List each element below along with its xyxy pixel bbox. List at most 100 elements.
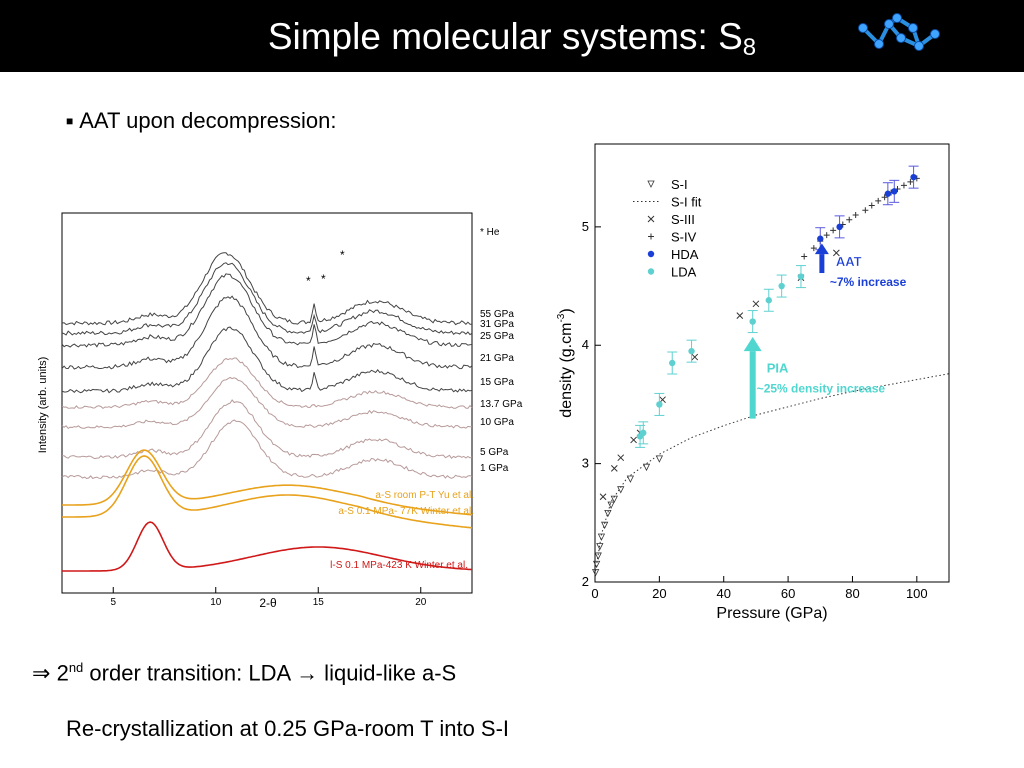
lda-point — [749, 318, 756, 325]
pressure-label: 13.7 GPa — [480, 399, 523, 410]
right-xtick-label: 40 — [716, 586, 730, 601]
hda-point — [817, 235, 824, 242]
slide-title: Simple molecular systems: S8 — [0, 14, 1024, 71]
diffraction-trace — [62, 399, 473, 460]
right-ylabel-main: density (g.cm — [558, 323, 575, 418]
legend-swatch — [647, 250, 655, 258]
diffraction-trace — [62, 449, 473, 516]
lda-point — [778, 282, 785, 290]
bullet-text: AAT upon decompression: — [79, 108, 337, 133]
s-i-fit-line — [594, 373, 950, 575]
lda-point — [765, 297, 772, 304]
legend-swatch — [648, 233, 654, 240]
s-iv-point — [868, 202, 875, 209]
legend-entry: S-III — [671, 212, 695, 227]
s-iv-point — [907, 178, 914, 185]
s-i-point — [607, 501, 615, 509]
legend-entry: LDA — [671, 265, 697, 280]
hda-point — [836, 223, 843, 231]
s-iv-point — [810, 245, 817, 252]
implies-icon: ⇒ — [32, 660, 51, 686]
pressure-label: 25 GPa — [480, 331, 514, 342]
density-plot-frame — [594, 143, 950, 583]
left-xlabel: 2-θ — [259, 596, 277, 610]
he-peak-star-3: * — [340, 248, 345, 262]
hda-point — [891, 188, 898, 195]
diffraction-trace — [61, 262, 473, 336]
right-xtick-label: 0 — [591, 586, 598, 601]
s-i-point — [642, 463, 651, 472]
s-i-point — [655, 455, 664, 463]
conclusion-ordinal: 2 — [56, 660, 69, 686]
diffraction-trace — [61, 295, 473, 370]
legend-entry: HDA — [671, 247, 699, 262]
pressure-label: 10 GPa — [480, 417, 514, 428]
left-ylabel: Intensity (arb. units) — [38, 357, 49, 454]
pressure-label: 55 GPa — [480, 309, 514, 320]
pressure-label: 5 GPa — [480, 447, 509, 458]
diffraction-trace — [61, 419, 473, 480]
s-iii-point — [833, 249, 840, 257]
conclusion-superscript: nd — [68, 660, 84, 675]
he-marker-label: * He — [480, 227, 500, 238]
s8-molecule-icon — [858, 13, 940, 51]
s-iii-point — [630, 436, 637, 444]
legend-swatch — [647, 180, 655, 188]
s-iii-point — [736, 312, 744, 320]
diffraction-plot-frame — [61, 212, 473, 594]
density-chart: 0 20 40 60 80 100 2 3 4 5 S-I S-I fit S-III S-IV HDA L… — [556, 143, 950, 622]
s-iv-point — [823, 232, 830, 239]
diffraction-trace — [61, 376, 473, 430]
lda-point — [656, 401, 663, 408]
diffraction-trace — [61, 252, 473, 326]
s-iii-point — [617, 454, 625, 462]
s-i-point — [626, 475, 635, 483]
legend-entry: S-I fit — [671, 195, 702, 210]
pia-label: PIA — [767, 360, 789, 375]
s-i-point — [601, 521, 609, 530]
conclusion-line: ⇒ 2nd order transition: LDA → liquid-lik… — [32, 660, 456, 686]
pressure-label: 31 GPa — [480, 319, 514, 330]
lda-point — [688, 347, 695, 355]
s-i-point — [594, 552, 602, 560]
s-i-point — [604, 509, 612, 518]
right-ylabel: density (g.cm-3) — [556, 308, 575, 417]
lda-point — [797, 273, 805, 280]
diffraction-chart: 5 10 15 20 Intensity (arb. units) 2-θ * He … — [38, 212, 523, 610]
lda-point — [640, 429, 647, 437]
s-iii-point — [610, 465, 618, 472]
left-xtick-label: 20 — [415, 597, 427, 608]
right-xlabel: Pressure (GPa) — [716, 605, 827, 622]
left-xtick-label: 10 — [210, 597, 222, 608]
conclusion-text: order transition: LDA → liquid-like a-S — [89, 660, 457, 686]
hda-point — [884, 190, 892, 197]
s-iv-point — [875, 197, 882, 204]
s-iii-point — [691, 353, 699, 361]
slide-title-subscript: 8 — [742, 34, 757, 61]
right-ytick-label: 3 — [582, 456, 589, 471]
s-iv-point — [852, 212, 859, 219]
pressure-label: 21 GPa — [480, 353, 514, 364]
s-i-point — [610, 495, 618, 504]
s-i-point — [596, 543, 604, 551]
aat-label: AAT — [836, 254, 862, 269]
s-iv-point — [881, 194, 888, 201]
reference-label: a-S room P-T Yu et al. — [375, 490, 474, 501]
he-peak-star-1: * — [306, 274, 311, 288]
hda-point — [910, 173, 917, 181]
aat-arrow-head — [814, 243, 829, 255]
right-ylabel-sup: -3 — [556, 313, 567, 322]
right-xtick-label: 100 — [906, 586, 928, 601]
s-iv-point — [801, 253, 808, 260]
he-peak-star-2: * — [321, 272, 326, 286]
right-ytick-label: 5 — [582, 219, 589, 234]
left-xtick-label: 5 — [110, 597, 116, 608]
bullet-point: ■ AAT upon decompression: — [66, 108, 337, 133]
s-iv-point — [830, 227, 837, 234]
diffraction-trace — [61, 273, 473, 348]
right-ytick-label: 4 — [582, 337, 589, 352]
pia-arrow-head — [743, 336, 762, 352]
pia-increase-label: ~25% density increase — [757, 382, 886, 396]
s-i-point — [592, 560, 601, 569]
s-iii-point — [599, 493, 607, 501]
